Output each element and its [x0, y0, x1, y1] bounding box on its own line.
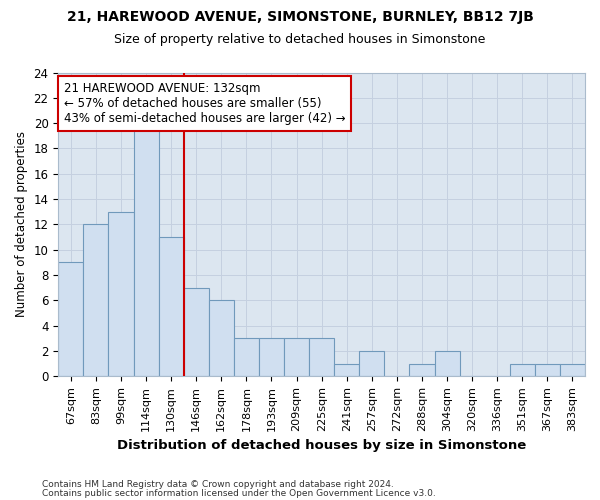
- X-axis label: Distribution of detached houses by size in Simonstone: Distribution of detached houses by size …: [117, 440, 526, 452]
- Bar: [234, 338, 259, 376]
- Bar: [58, 262, 83, 376]
- Bar: [535, 364, 560, 376]
- Bar: [284, 338, 309, 376]
- Bar: [434, 351, 460, 376]
- Bar: [334, 364, 359, 376]
- Bar: [209, 300, 234, 376]
- Bar: [409, 364, 434, 376]
- Text: Contains public sector information licensed under the Open Government Licence v3: Contains public sector information licen…: [42, 488, 436, 498]
- Text: Contains HM Land Registry data © Crown copyright and database right 2024.: Contains HM Land Registry data © Crown c…: [42, 480, 394, 489]
- Bar: [560, 364, 585, 376]
- Bar: [510, 364, 535, 376]
- Text: 21, HAREWOOD AVENUE, SIMONSTONE, BURNLEY, BB12 7JB: 21, HAREWOOD AVENUE, SIMONSTONE, BURNLEY…: [67, 10, 533, 24]
- Bar: [83, 224, 109, 376]
- Bar: [309, 338, 334, 376]
- Bar: [109, 212, 134, 376]
- Bar: [158, 237, 184, 376]
- Text: 21 HAREWOOD AVENUE: 132sqm
← 57% of detached houses are smaller (55)
43% of semi: 21 HAREWOOD AVENUE: 132sqm ← 57% of deta…: [64, 82, 345, 124]
- Y-axis label: Number of detached properties: Number of detached properties: [15, 132, 28, 318]
- Bar: [359, 351, 385, 376]
- Bar: [184, 288, 209, 376]
- Text: Size of property relative to detached houses in Simonstone: Size of property relative to detached ho…: [115, 32, 485, 46]
- Bar: [134, 123, 158, 376]
- Bar: [259, 338, 284, 376]
